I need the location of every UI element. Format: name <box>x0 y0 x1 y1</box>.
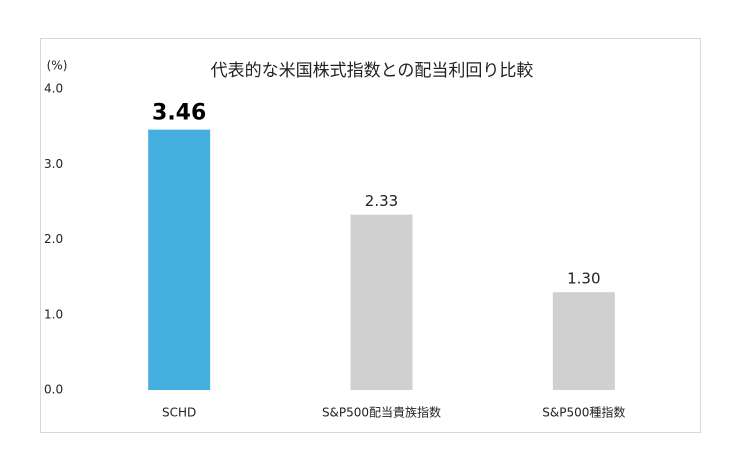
y-tick-label: 3.0 <box>44 157 63 171</box>
value-label: 2.33 <box>365 192 398 210</box>
bar <box>350 214 413 390</box>
bar <box>148 129 211 390</box>
y-tick-label: 1.0 <box>44 307 63 321</box>
x-tick-label: SCHD <box>162 406 196 420</box>
x-tick-label: S&P500種指数 <box>542 405 625 420</box>
y-tick-label: 4.0 <box>44 82 63 96</box>
chart-title: 代表的な米国株式指数との配当利回り比較 <box>211 61 534 81</box>
value-label: 1.30 <box>567 270 600 288</box>
y-unit: (%) <box>47 59 68 73</box>
bar <box>552 292 615 390</box>
y-tick-label: 0.0 <box>44 383 63 397</box>
x-tick-label: S&P500配当貴族指数 <box>322 405 441 420</box>
value-label: 3.46 <box>152 101 206 126</box>
y-tick-label: 2.0 <box>44 232 63 246</box>
